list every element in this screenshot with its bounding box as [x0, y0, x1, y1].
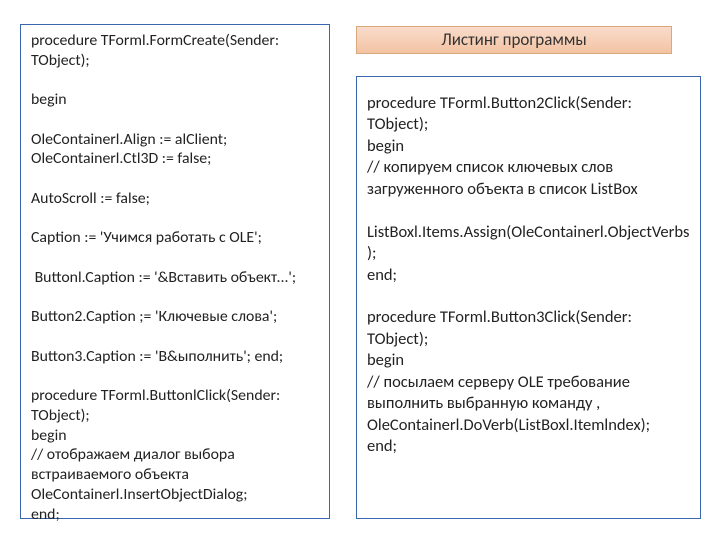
listing-header: Листинг программы	[356, 26, 672, 54]
left-code-text: procedure TForml.FormCreate(Sender: TObj…	[31, 31, 319, 524]
right-code-text: procedure TForml.Button2Click(Sender: TO…	[367, 93, 690, 457]
left-code-box: procedure TForml.FormCreate(Sender: TObj…	[20, 24, 330, 519]
right-code-box: procedure TForml.Button2Click(Sender: TO…	[356, 76, 701, 519]
